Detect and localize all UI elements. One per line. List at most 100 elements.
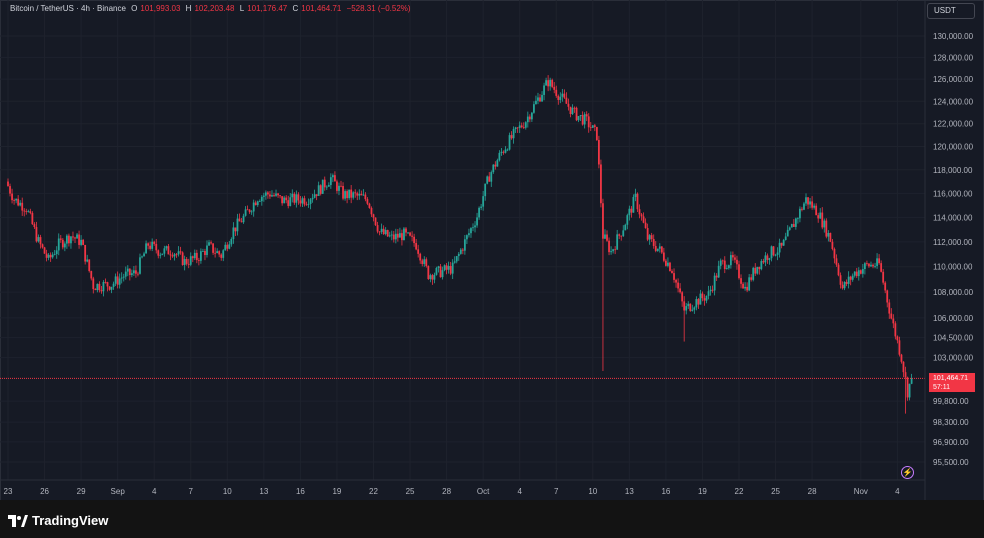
candle-body (431, 275, 434, 280)
candle-body (122, 276, 125, 278)
candle-body (634, 193, 637, 197)
candle-body (39, 237, 42, 245)
time-axis-labels: 23 26 29 Sep 4 7 10 13 16 19 22 25 28 Oct 4 7 10 13 16 19 22… (4, 487, 901, 496)
candle-body (384, 230, 387, 235)
candle-body (717, 265, 720, 278)
brand-name: TradingView (32, 513, 109, 528)
candle-body (486, 176, 489, 184)
candle-body (92, 278, 95, 290)
candle-body (725, 268, 728, 270)
candle-body (293, 193, 296, 203)
candle-body (401, 233, 403, 241)
currency-selector[interactable]: USDT (927, 3, 975, 19)
candle-body (262, 195, 265, 197)
candle-body (336, 181, 338, 191)
candle-body (344, 191, 346, 199)
candle-body (358, 193, 361, 196)
candle-body (175, 254, 178, 256)
candle-body (484, 183, 487, 197)
candle-body (591, 125, 594, 128)
candle-body (589, 127, 592, 129)
candle-body (63, 243, 66, 248)
price-tick-label: 124,000.00 (933, 97, 974, 106)
candle-body (890, 313, 893, 319)
candle-body (671, 271, 673, 274)
candle-body (338, 185, 340, 191)
candle-body (719, 260, 722, 266)
candle-body (31, 213, 34, 225)
candle-body (378, 231, 381, 233)
candle-body (526, 116, 529, 123)
candle-body (490, 172, 493, 182)
candle-body (348, 189, 351, 199)
candle-body (790, 224, 793, 228)
time-tick-label: 28 (442, 487, 451, 496)
candle-body (321, 179, 324, 194)
candle-body (803, 203, 805, 210)
candle-body (242, 215, 245, 223)
candle-body (398, 233, 401, 238)
candle-body (636, 193, 639, 210)
candle-body (124, 271, 127, 277)
candle-body (738, 264, 740, 279)
price-tick-label: 108,000.00 (933, 288, 974, 297)
candle-body (437, 266, 440, 268)
candle-body (15, 198, 18, 201)
candle-body (547, 80, 550, 87)
candle-body (226, 244, 229, 249)
low-label: L (239, 4, 245, 13)
candle-body (776, 252, 779, 255)
candle-body (583, 114, 586, 125)
price-tick-label: 116,000.00 (933, 189, 973, 198)
low-value: 101,176.47 (247, 4, 288, 13)
candle-body (723, 260, 726, 270)
candle-body (612, 249, 615, 252)
price-tick-label: 114,000.00 (933, 213, 973, 222)
candle-body (581, 115, 584, 125)
candle-body (528, 116, 531, 120)
candle-body (206, 245, 208, 255)
candle-body (498, 152, 501, 161)
candle-body (104, 282, 107, 283)
candle-body (744, 286, 746, 289)
tradingview-logo[interactable]: TradingView (8, 513, 108, 528)
candle-body (449, 265, 452, 274)
candle-body (128, 268, 131, 276)
candle-body (845, 281, 848, 284)
candle-body (155, 243, 158, 251)
candle-body (409, 232, 411, 236)
candle-body (801, 208, 803, 210)
candle-body (179, 251, 182, 253)
candle-body (748, 277, 751, 291)
candlestick-chart[interactable]: 130,000.00 128,000.00 126,000.00 124,000.00… (0, 0, 984, 500)
candle-body (112, 283, 115, 287)
candle-body (468, 233, 470, 236)
candle-body (423, 259, 426, 264)
candle-body (455, 256, 458, 262)
candle-body (388, 235, 391, 237)
price-tick-label: 118,000.00 (933, 166, 973, 175)
candle-body (157, 250, 160, 256)
candle-body (510, 135, 513, 139)
candle-body (656, 248, 659, 251)
candle-body (884, 282, 887, 291)
candle-body (841, 284, 844, 289)
candle-body (350, 189, 353, 198)
candle-body (535, 100, 537, 105)
price-axis-labels: 130,000.00 128,000.00 126,000.00 124,000.00… (933, 32, 974, 467)
candle-body (707, 291, 710, 296)
candle-body (76, 234, 78, 239)
symbol-label[interactable]: Bitcoin / TetherUS · 4h · Binance (10, 4, 126, 13)
candle-body (872, 264, 874, 267)
candle-body (356, 193, 359, 196)
candle-body (45, 253, 48, 258)
candle-body (898, 340, 901, 355)
candle-body (541, 94, 543, 102)
candle-body (758, 266, 761, 270)
lightning-icon[interactable]: ⚡ (901, 466, 914, 479)
candle-body (187, 263, 190, 265)
candle-body (851, 275, 854, 280)
footer-bar (0, 500, 984, 538)
candle-body (650, 235, 653, 240)
price-tick-label: 120,000.00 (933, 143, 974, 152)
